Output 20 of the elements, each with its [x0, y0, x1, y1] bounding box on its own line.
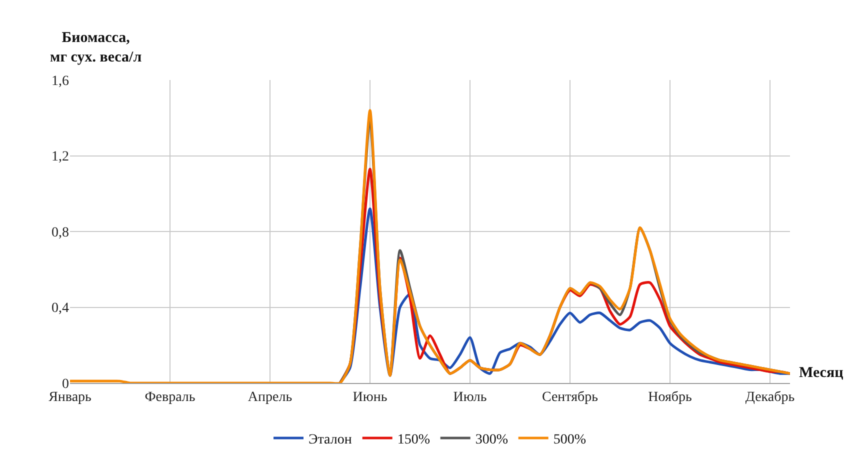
x-tick-label: Январь	[48, 390, 92, 405]
line-series	[70, 109, 790, 383]
x-tick-label: Февраль	[144, 390, 196, 405]
x-tick-label: Июль	[453, 390, 487, 405]
x-tick-label: Апрель	[248, 390, 292, 405]
x-tick-label: Декабрь	[745, 390, 795, 405]
x-tick-label: Сентябрь	[542, 390, 598, 405]
y-tick-label: 0,4	[52, 301, 69, 316]
legend-label: 300%	[475, 432, 508, 448]
y-tick-label: 1,2	[52, 150, 69, 165]
legend-label: 500%	[553, 432, 586, 448]
y-tick-label: 1,6	[52, 74, 69, 89]
y-axis-title: Биомасса, мг сух. веса/л	[50, 30, 142, 66]
x-tick-label: Ноябрь	[648, 390, 692, 405]
legend-label: 150%	[397, 432, 430, 448]
legend-label: Эталон	[308, 432, 352, 448]
y-tick-label: 0,8	[52, 225, 69, 240]
x-tick-label: Июнь	[352, 390, 388, 405]
y-tick-label: 0	[62, 376, 69, 392]
x-axis-title: Месяц	[799, 365, 844, 381]
